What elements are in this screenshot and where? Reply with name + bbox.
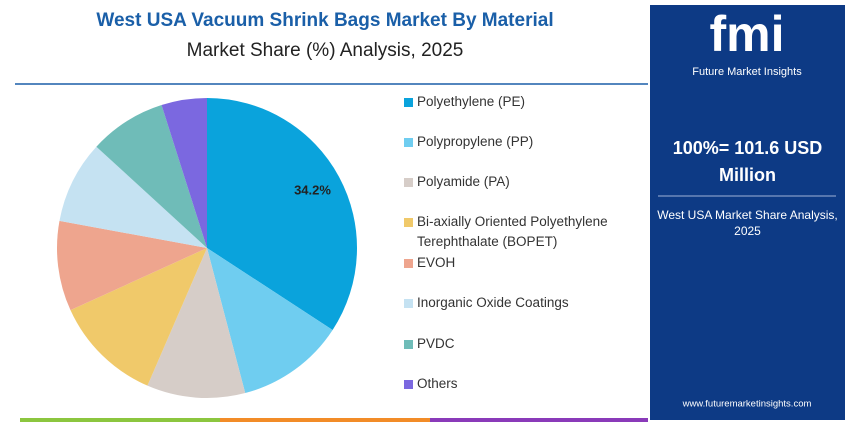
legend-label: Polypropylene (PP): [417, 134, 534, 149]
legend-item: EVOH: [404, 253, 644, 273]
legend-swatch: [404, 98, 413, 107]
pie-slice: [57, 220, 208, 311]
chart-title: West USA Vacuum Shrink Bags Market By Ma…: [96, 10, 553, 31]
pie-slice: [207, 98, 357, 330]
footer-bar: [220, 418, 430, 422]
data-label: 34.2%: [294, 182, 331, 197]
website: www.futuremarketinsights.com: [682, 399, 812, 410]
legend-swatch: [404, 138, 413, 147]
footer-bar: [20, 418, 220, 422]
pie-slice: [161, 98, 207, 248]
pie-slice: [147, 248, 246, 398]
legend-label: PVDC: [417, 336, 455, 351]
legend-swatch: [404, 218, 413, 227]
pie-slice: [96, 105, 207, 248]
legend-label: Inorganic Oxide Coatings: [417, 295, 569, 310]
side-panel: [650, 5, 845, 420]
legend-item: Polypropylene (PP): [404, 132, 644, 152]
legend-label: Others: [417, 376, 458, 391]
total: 100%= 101.6 USD Million: [672, 138, 823, 185]
legend-swatch: [404, 340, 413, 349]
legend-item: Polyamide (PA): [404, 172, 644, 192]
legend-item: Others: [404, 374, 644, 394]
legend-label: Polyethylene (PE): [417, 94, 526, 109]
legend-label: EVOH: [417, 255, 456, 270]
legend-item: PVDC: [404, 334, 644, 354]
legend-item: Inorganic Oxide Coatings: [404, 293, 644, 313]
legend-swatch: [404, 380, 413, 389]
logo: fmi: [710, 6, 785, 62]
pie-slice: [59, 146, 208, 248]
legend-item: Polyethylene (PE): [404, 92, 644, 112]
chart-subtitle: Market Share (%) Analysis, 2025: [187, 40, 464, 61]
legend-swatch: [404, 299, 413, 308]
legend-swatch: [404, 178, 413, 187]
pie-slice: [207, 248, 333, 394]
legend-item: Bi-axially Oriented Polyethylene Terepht…: [404, 212, 644, 252]
footer-bar: [430, 418, 648, 422]
legend-swatch: [404, 259, 413, 268]
legend-label: Bi-axially Oriented Polyethylene Terepht…: [417, 214, 608, 249]
brand: Future Market Insights: [692, 66, 802, 78]
legend-label: Polyamide (PA): [417, 174, 510, 189]
caption: West USA Market Share Analysis, 2025: [657, 208, 838, 238]
pie-slice: [70, 248, 208, 386]
